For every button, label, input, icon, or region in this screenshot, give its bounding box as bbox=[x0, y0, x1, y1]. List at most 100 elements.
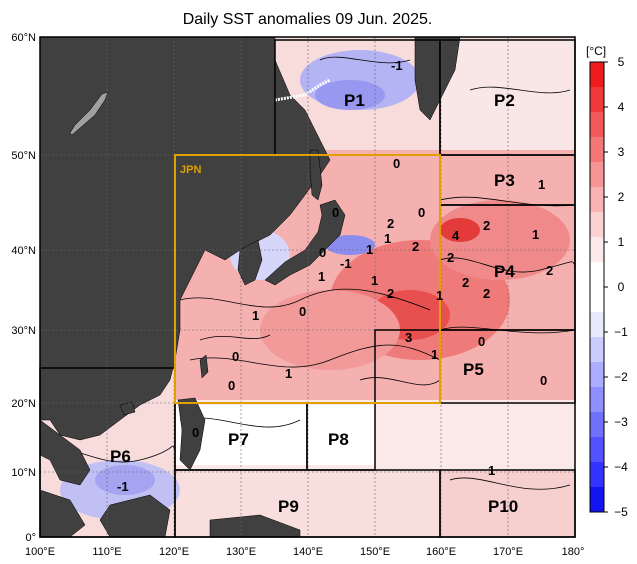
colorbar-segment bbox=[590, 187, 604, 213]
contour-label: 2 bbox=[546, 263, 553, 278]
colorbar-tick-label: −2 bbox=[614, 370, 628, 384]
contour-labels: -1 0 1 0 1 1 0 2 4 2 1 2 -1 1 2 2 2 2 0 … bbox=[117, 58, 553, 494]
contour-label: 0 bbox=[478, 334, 485, 349]
contour-label: 0 bbox=[393, 156, 400, 171]
region-label-p7: P7 bbox=[228, 430, 249, 449]
x-tick: 130°E bbox=[226, 546, 256, 558]
colorbar-tick-label: 0 bbox=[618, 280, 625, 294]
contour-label: 0 bbox=[299, 304, 306, 319]
colorbar-tick-label: 5 bbox=[618, 55, 625, 69]
colorbar-segment bbox=[590, 62, 604, 88]
y-tick: 30°N bbox=[11, 325, 36, 337]
contour-label: 1 bbox=[488, 463, 495, 478]
contour-label: 1 bbox=[366, 242, 373, 257]
x-tick: 180° bbox=[562, 546, 585, 558]
contour-label: 1 bbox=[285, 366, 292, 381]
contour-label: 1 bbox=[252, 308, 259, 323]
contour-label: 0 bbox=[228, 378, 235, 393]
contour-label: -1 bbox=[340, 256, 352, 271]
contour-label: 1 bbox=[532, 227, 539, 242]
x-tick: 120°E bbox=[159, 546, 189, 558]
y-tick: 40°N bbox=[11, 245, 36, 257]
colorbar-segment bbox=[590, 312, 604, 338]
y-tick: 60°N bbox=[11, 32, 36, 44]
colorbar-segment bbox=[590, 87, 604, 113]
colorbar-segment bbox=[590, 112, 604, 138]
contour-label: 2 bbox=[483, 286, 490, 301]
lake bbox=[69, 91, 109, 136]
colorbar-segment bbox=[590, 362, 604, 388]
contour-label: 3 bbox=[405, 330, 412, 345]
colorbar-ticks: 5 4 3 2 1 0 −1 −2 −3 −4 −5 bbox=[604, 55, 628, 519]
x-tick: 110°E bbox=[92, 546, 121, 558]
region-label-p1: P1 bbox=[344, 91, 365, 110]
contour-label: -1 bbox=[117, 479, 129, 494]
region-label-p5: P5 bbox=[463, 360, 484, 379]
map-title: Daily SST anomalies 09 Jun. 2025. bbox=[182, 11, 433, 28]
contour-label: 2 bbox=[387, 286, 394, 301]
colorbar-segment bbox=[590, 462, 604, 488]
region-label-p4: P4 bbox=[494, 262, 515, 281]
contour-label: 1 bbox=[436, 288, 443, 303]
region-label-p6: P6 bbox=[110, 447, 131, 466]
colorbar-segments bbox=[590, 62, 604, 513]
y-tick: 0° bbox=[25, 532, 36, 544]
contour-label: 1 bbox=[431, 347, 438, 362]
contour-label: 0 bbox=[418, 205, 425, 220]
colorbar-tick-label: −3 bbox=[614, 415, 628, 429]
jpn-box bbox=[174, 154, 441, 404]
land bbox=[40, 37, 461, 537]
contour-label: 0 bbox=[192, 425, 199, 440]
colorbar-tick-label: −1 bbox=[614, 325, 628, 339]
colorbar-segment bbox=[590, 487, 604, 513]
contour-label: 1 bbox=[384, 231, 391, 246]
y-tick: 20°N bbox=[11, 398, 36, 410]
colorbar-segment bbox=[590, 237, 604, 263]
region-label-p8: P8 bbox=[328, 430, 349, 449]
island-chain bbox=[274, 78, 331, 102]
contour-label: 1 bbox=[318, 269, 325, 284]
colorbar-tick-label: 4 bbox=[618, 100, 625, 114]
contour-label: 1 bbox=[538, 177, 545, 192]
x-tick: 150°E bbox=[360, 546, 390, 558]
x-tick: 140°E bbox=[293, 546, 323, 558]
jpn-label: JPN bbox=[180, 164, 201, 176]
contour-label: 2 bbox=[483, 218, 490, 233]
x-tick: 100°E bbox=[25, 546, 55, 558]
colorbar-segment bbox=[590, 412, 604, 438]
colorbar-segment bbox=[590, 137, 604, 163]
colorbar-segment bbox=[590, 387, 604, 413]
colorbar-segment bbox=[590, 437, 604, 463]
colorbar-segment bbox=[590, 337, 604, 363]
contour-label: 2 bbox=[462, 275, 469, 290]
colorbar-unit: [°C] bbox=[586, 44, 606, 58]
colorbar-tick-label: −4 bbox=[614, 460, 628, 474]
contour-label: 2 bbox=[387, 216, 394, 231]
colorbar-tick-label: −5 bbox=[614, 505, 628, 519]
contour-label: 0 bbox=[319, 245, 326, 260]
contour-label: -1 bbox=[391, 58, 403, 73]
colorbar-segment bbox=[590, 162, 604, 188]
contour-label: 2 bbox=[447, 250, 454, 265]
x-tick: 160°E bbox=[426, 546, 456, 558]
colorbar-tick-label: 2 bbox=[618, 190, 625, 204]
y-tick: 50°N bbox=[11, 150, 36, 162]
region-label-p10: P10 bbox=[488, 497, 518, 516]
y-tick: 10°N bbox=[11, 467, 36, 479]
contour-label: 0 bbox=[332, 205, 339, 220]
colorbar: [°C] 5 4 3 2 1 0 −1 −2 −3 −4 −5 bbox=[586, 44, 628, 519]
contour-label: 2 bbox=[412, 239, 419, 254]
colorbar-segment bbox=[590, 287, 604, 313]
region-label-p9: P9 bbox=[278, 497, 299, 516]
region-label-p3: P3 bbox=[494, 171, 515, 190]
map-frame bbox=[39, 36, 576, 538]
colorbar-segment bbox=[590, 262, 604, 288]
x-tick: 170°E bbox=[493, 546, 523, 558]
contour-label: 1 bbox=[371, 273, 378, 288]
x-axis: 100°E 110°E 120°E 130°E 140°E 150°E 160°… bbox=[25, 546, 584, 558]
y-axis: 60°N 50°N 40°N 30°N 20°N 10°N 0° bbox=[11, 32, 36, 544]
colorbar-tick-label: 3 bbox=[618, 145, 625, 159]
contour-label: 4 bbox=[452, 228, 460, 243]
contour-label: 0 bbox=[232, 349, 239, 364]
